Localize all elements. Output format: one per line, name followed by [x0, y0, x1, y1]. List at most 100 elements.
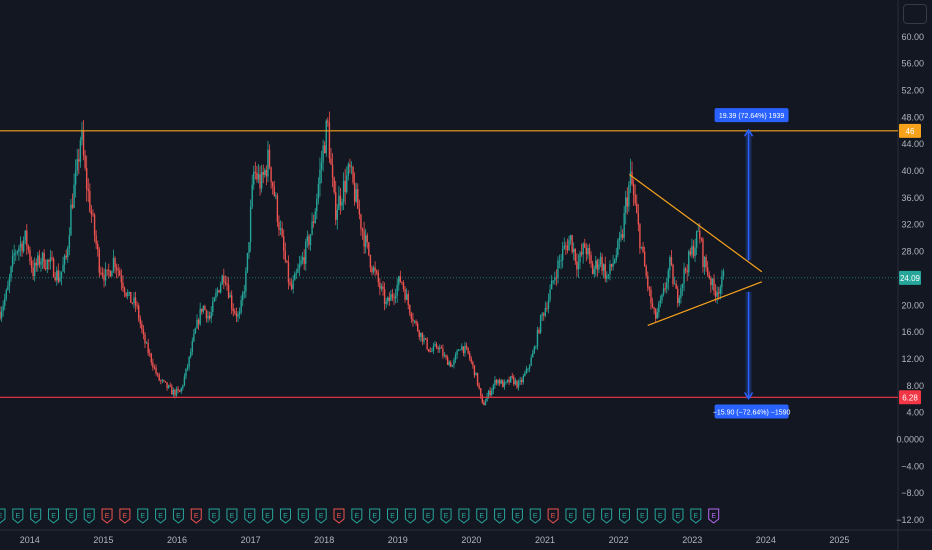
event-marker-earnings[interactable]: E — [262, 508, 274, 524]
event-marker-earnings[interactable]: E — [404, 508, 416, 524]
event-marker-earnings[interactable]: E — [601, 508, 613, 524]
event-marker-earnings[interactable]: E — [48, 508, 60, 524]
candle — [226, 276, 228, 291]
event-badge — [618, 508, 630, 524]
candle — [185, 368, 187, 380]
candle — [483, 400, 485, 406]
candle-body — [500, 380, 502, 384]
candle — [212, 296, 214, 317]
candle — [186, 363, 189, 372]
candle — [27, 244, 30, 254]
candle — [606, 271, 608, 283]
candle — [461, 343, 463, 351]
candle-body — [527, 368, 529, 370]
triangle-upper-trendline[interactable] — [628, 173, 763, 273]
candle — [574, 248, 576, 265]
candle-body — [207, 315, 209, 319]
event-letter: E — [212, 513, 217, 520]
candle-body — [576, 261, 578, 270]
candle-body — [683, 268, 685, 284]
candle — [259, 166, 261, 196]
candle — [221, 274, 223, 285]
candle-body — [656, 312, 658, 319]
candle-body — [640, 246, 643, 249]
event-marker-earnings[interactable]: E — [636, 508, 648, 524]
candle — [216, 287, 219, 297]
drawings-layer[interactable]: 19.39 (72.64%) 1939 −15.90 (−72.64%) −159… — [0, 108, 898, 419]
event-marker-earnings[interactable]: E — [529, 508, 541, 524]
candle-body — [166, 382, 168, 388]
event-marker-earnings[interactable]: E — [279, 508, 291, 524]
event-marker-dividend[interactable]: E — [547, 508, 559, 524]
candle — [642, 242, 644, 254]
event-marker-earnings[interactable]: E — [583, 508, 595, 524]
event-marker-earnings[interactable]: E — [565, 508, 577, 524]
candle-body — [336, 210, 338, 220]
event-marker-earnings[interactable]: E — [654, 508, 666, 524]
candle-body — [620, 234, 622, 238]
candle — [473, 365, 476, 379]
chart-settings-button[interactable] — [903, 4, 927, 24]
event-marker-earnings[interactable]: E — [458, 508, 470, 524]
candle — [142, 325, 145, 340]
event-marker-earnings[interactable]: E — [172, 508, 184, 524]
candle-body — [18, 247, 20, 252]
event-badge — [119, 508, 131, 524]
event-marker-earnings[interactable]: E — [387, 508, 399, 524]
candle — [297, 263, 299, 274]
candle — [382, 281, 384, 296]
candle — [183, 373, 186, 387]
candle — [30, 256, 33, 273]
event-marker-earnings[interactable]: E — [12, 508, 24, 524]
event-marker-earnings[interactable]: E — [440, 508, 452, 524]
event-marker-earnings[interactable]: E — [369, 508, 381, 524]
event-marker-earnings[interactable]: E — [155, 508, 167, 524]
event-marker-earnings[interactable]: E — [137, 508, 149, 524]
candle-body — [232, 308, 234, 312]
event-marker-dividend[interactable]: E — [333, 508, 345, 524]
event-marker-dividend[interactable]: E — [190, 508, 202, 524]
event-marker-earnings[interactable]: E — [30, 508, 42, 524]
candle — [29, 246, 31, 266]
y-tick-label: 48.00 — [901, 112, 924, 122]
candle-body — [604, 264, 606, 279]
candle-body — [437, 347, 439, 350]
event-marker-earnings[interactable]: E — [494, 508, 506, 524]
candle-body — [341, 202, 343, 206]
event-marker-earnings[interactable]: E — [297, 508, 309, 524]
event-marker-earnings[interactable]: E — [315, 508, 327, 524]
candle-body — [357, 189, 359, 209]
candle — [713, 274, 715, 296]
event-marker-earnings[interactable]: E — [65, 508, 77, 524]
candle — [383, 282, 386, 311]
event-marker-earnings[interactable]: E — [511, 508, 523, 524]
event-marker-dividend[interactable]: E — [101, 508, 113, 524]
candle — [530, 354, 532, 367]
candle — [125, 291, 127, 299]
event-marker-earnings[interactable]: E — [0, 508, 6, 524]
candle-body — [172, 389, 175, 395]
candle — [290, 278, 293, 291]
event-marker-earnings[interactable]: E — [351, 508, 363, 524]
candle-body — [588, 248, 591, 256]
event-marker-earnings[interactable]: E — [476, 508, 488, 524]
event-letter: E — [497, 513, 502, 520]
candle-body — [144, 334, 146, 344]
candle-body — [142, 329, 145, 335]
candle-body — [705, 256, 707, 268]
event-marker-earnings[interactable]: E — [422, 508, 434, 524]
event-marker-earnings[interactable]: E — [618, 508, 630, 524]
event-marker-earnings[interactable]: E — [244, 508, 256, 524]
candle-body — [503, 382, 506, 388]
triangle-lower-trendline[interactable] — [647, 281, 763, 326]
event-marker-earnings[interactable]: E — [672, 508, 684, 524]
event-marker-earnings[interactable]: E — [690, 508, 702, 524]
event-marker-earnings[interactable]: E — [226, 508, 238, 524]
event-marker-earnings[interactable]: E — [208, 508, 220, 524]
event-marker-upcoming[interactable]: E — [708, 508, 720, 524]
event-marker-earnings[interactable]: E — [83, 508, 95, 524]
candle — [134, 291, 137, 313]
event-marker-dividend[interactable]: E — [119, 508, 131, 524]
